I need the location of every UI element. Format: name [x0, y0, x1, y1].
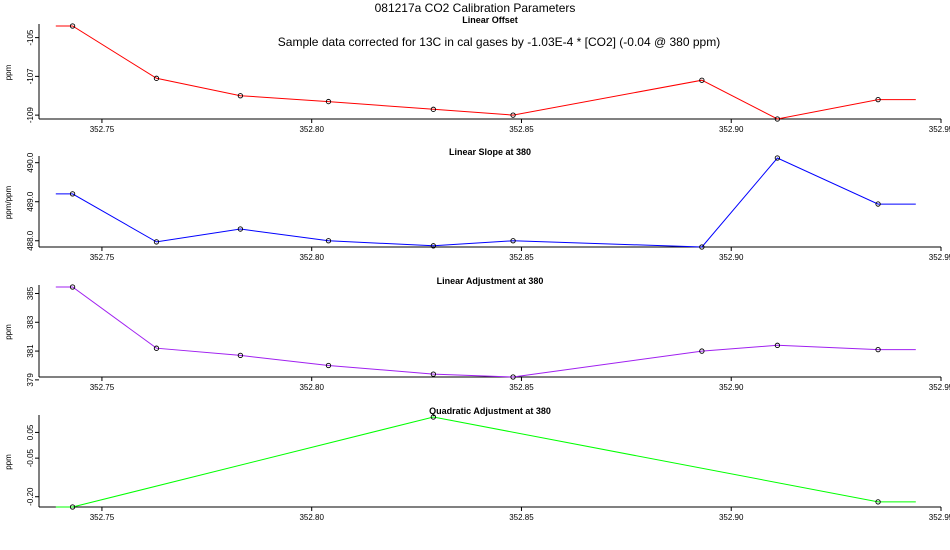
data-point [325, 98, 332, 105]
data-point [430, 106, 437, 112]
chart-panel-1: Linear Offset 352.75 352.80 352.85 352.90 352… [4, 15, 950, 134]
y-tick-label: -107 [26, 68, 35, 85]
chart-annotation: Sample data corrected for 13C in cal gas… [278, 35, 720, 49]
page-title: 081217a CO2 Calibration Parameters [374, 1, 576, 15]
x-tick-label: 352.95 [929, 253, 950, 262]
x-tick-label: 352.75 [90, 383, 115, 392]
x-tick-label: 352.75 [90, 513, 115, 522]
data-point [237, 93, 244, 99]
x-tick-label: 352.85 [509, 513, 534, 522]
y-tick-label: 0.05 [26, 424, 35, 440]
chart-panel-2: Linear Slope at 380 352.75 352.80 352.85 352… [4, 147, 950, 262]
data-point [153, 239, 160, 245]
x-tick-label: 352.95 [929, 513, 950, 522]
x-tick-label: 352.85 [509, 125, 534, 134]
data-point [875, 346, 881, 353]
y-axis-label: ppm [4, 64, 13, 80]
data-point [430, 414, 437, 420]
series-line [55, 25, 916, 120]
y-axis-label: ppm [4, 454, 13, 470]
data-point [325, 362, 332, 369]
series-line [55, 286, 916, 378]
x-tick-label: 352.85 [509, 253, 534, 262]
y-tick-label: -0.05 [26, 448, 35, 467]
y-tick-label: 381 [26, 344, 35, 358]
data-point [69, 191, 76, 197]
x-tick-label: 352.90 [719, 125, 744, 134]
data-point [237, 352, 244, 359]
data-point [510, 374, 516, 380]
x-tick-label: 352.75 [90, 125, 115, 134]
x-tick-label: 352.95 [929, 125, 950, 134]
x-tick-label: 352.80 [299, 125, 324, 134]
data-point [325, 238, 332, 244]
x-tick-label: 352.80 [299, 513, 324, 522]
x-tick-label: 352.95 [929, 383, 950, 392]
data-point [510, 112, 516, 118]
data-point [875, 201, 881, 207]
panel-title: Linear Adjustment at 380 [437, 276, 544, 286]
y-tick-label: 379 [26, 373, 35, 387]
y-tick-label: 490.0 [26, 152, 35, 173]
y-axis-label: ppm/ppm [4, 185, 13, 219]
data-point [699, 77, 705, 83]
series-line [55, 416, 916, 508]
chart-panel-4: Quadratic Adjustment at 380 352.75 352.80 3… [4, 406, 950, 522]
x-tick-label: 352.90 [719, 383, 744, 392]
data-point [430, 243, 437, 249]
data-point [153, 345, 160, 351]
panel-title: Linear Offset [462, 15, 518, 25]
data-point [875, 96, 881, 103]
data-point [69, 23, 76, 29]
y-tick-label: 488.0 [26, 230, 35, 251]
panel-title: Linear Slope at 380 [449, 147, 531, 157]
x-tick-label: 352.90 [719, 513, 744, 522]
panel-title: Quadratic Adjustment at 380 [429, 406, 551, 416]
x-tick-label: 352.90 [719, 253, 744, 262]
data-point [875, 499, 881, 505]
y-axis-label: ppm [4, 324, 13, 340]
data-point [430, 371, 437, 377]
data-point [69, 504, 76, 510]
data-point [153, 75, 160, 81]
data-point [510, 238, 516, 244]
y-tick-label: 489.0 [26, 191, 35, 212]
x-tick-label: 352.80 [299, 383, 324, 392]
y-tick-label: 383 [26, 315, 35, 329]
y-tick-label: -105 [26, 29, 35, 46]
series-line [55, 157, 916, 248]
x-tick-label: 352.80 [299, 253, 324, 262]
data-point [774, 116, 781, 122]
data-point [237, 226, 244, 232]
chart-panel-3: Linear Adjustment at 380 352.75 352.80 352.… [4, 276, 950, 392]
y-tick-label: -109 [26, 107, 35, 124]
data-point [699, 348, 705, 354]
x-tick-label: 352.85 [509, 383, 534, 392]
y-tick-label: 385 [26, 286, 35, 300]
data-point [69, 284, 76, 290]
y-tick-label: -0.20 [26, 487, 35, 506]
x-tick-label: 352.75 [90, 253, 115, 262]
data-point [774, 155, 781, 161]
data-point [699, 244, 705, 250]
data-point [774, 342, 781, 348]
